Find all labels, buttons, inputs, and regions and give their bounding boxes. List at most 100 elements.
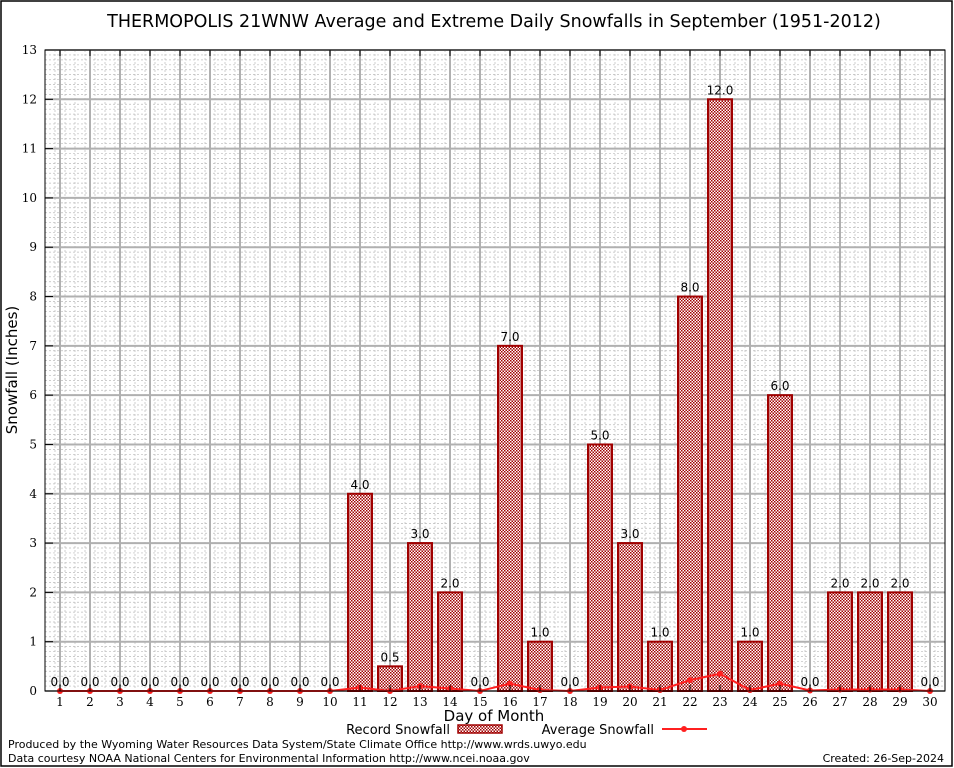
bar-data-label: 0.0 (920, 675, 939, 689)
average-point (687, 677, 693, 684)
y-tick-label: 6 (29, 388, 37, 402)
bar-data-label: 5.0 (590, 428, 609, 442)
bar-data-label: 0.0 (470, 675, 489, 689)
legend-marker-average (681, 726, 687, 732)
x-tick-label: 24 (742, 695, 758, 709)
average-point (717, 670, 723, 677)
x-tick-label: 26 (802, 695, 817, 709)
legend-swatch-record (457, 724, 503, 734)
average-point (507, 680, 513, 687)
x-tick-label: 29 (892, 695, 907, 709)
bar-data-label: 2.0 (860, 576, 879, 590)
bar-record (587, 443, 613, 693)
bar-data-label: 2.0 (890, 576, 909, 590)
y-tick-label: 4 (29, 487, 37, 501)
y-tick-label: 0 (29, 684, 37, 698)
bar-record (617, 542, 643, 692)
legend-label-average: Average Snowfall (542, 723, 654, 738)
x-tick-label: 12 (382, 695, 397, 709)
bar-data-label: 12.0 (707, 83, 734, 97)
bar-data-label: 0.0 (170, 675, 189, 689)
bar-data-label: 7.0 (500, 330, 519, 344)
footer-created: Created: 26-Sep-2024 (823, 752, 944, 765)
x-tick-label: 1 (56, 695, 64, 709)
bar-record (407, 542, 433, 692)
plot-frame (44, 49, 946, 692)
x-tick-label: 20 (622, 695, 637, 709)
x-tick-label: 27 (832, 695, 847, 709)
grid (44, 49, 946, 692)
x-axis-label: Day of Month (444, 707, 545, 725)
y-tick-label: 1 (29, 635, 37, 649)
legend: Record Snowfall Average Snowfall (346, 723, 707, 738)
bar-record (347, 492, 373, 692)
x-tick-label: 14 (442, 695, 458, 709)
footer-courtesy: Data courtesy NOAA National Centers for … (8, 752, 530, 765)
bar-data-label: 1.0 (650, 626, 669, 640)
x-tick-label: 8 (266, 695, 274, 709)
chart-title: THERMOPOLIS 21WNW Average and Extreme Da… (106, 12, 881, 32)
bar-data-label: 0.0 (800, 675, 819, 689)
x-tick-label: 9 (296, 695, 304, 709)
bar-record (707, 98, 733, 693)
bar-data-label: 6.0 (770, 379, 789, 393)
bar-record (497, 344, 523, 692)
bar-data-label: 0.0 (50, 675, 69, 689)
x-tick-label: 28 (862, 695, 877, 709)
bar-record (887, 591, 913, 693)
x-tick-label: 21 (652, 695, 667, 709)
x-tick-label: 22 (682, 695, 697, 709)
y-axis-label: Snowfall (Inches) (3, 306, 21, 434)
x-tick-label: 16 (502, 695, 517, 709)
y-tick-label: 7 (29, 339, 37, 353)
bar-record (437, 591, 463, 693)
y-tick-label: 13 (22, 43, 37, 57)
bar-data-label: 0.5 (380, 650, 399, 664)
x-tick-label: 2 (86, 695, 94, 709)
bar-data-label: 2.0 (830, 576, 849, 590)
bar-data-label: 0.0 (230, 675, 249, 689)
x-tick-label: 13 (412, 695, 427, 709)
bar-data-label: 0.0 (140, 675, 159, 689)
legend-label-record: Record Snowfall (346, 723, 450, 738)
x-tick-label: 18 (562, 695, 577, 709)
y-tick-label: 2 (29, 585, 37, 599)
bar-data-label: 4.0 (350, 478, 369, 492)
bar-record (527, 640, 553, 693)
bar-record (827, 591, 853, 693)
bar-data-label: 0.0 (260, 675, 279, 689)
x-tick-label: 17 (532, 695, 547, 709)
y-tick-label: 11 (22, 142, 37, 156)
bar-data-label: 0.0 (290, 675, 309, 689)
bar-data-label: 0.0 (320, 675, 339, 689)
bar-data-label: 1.0 (740, 626, 759, 640)
bar-record (677, 295, 703, 692)
y-tick-label: 9 (29, 240, 37, 254)
x-tick-label: 25 (772, 695, 787, 709)
bar-data-label: 2.0 (440, 576, 459, 590)
bar-data-label: 3.0 (410, 527, 429, 541)
footer-produced: Produced by the Wyoming Water Resources … (8, 738, 587, 751)
x-tick-label: 30 (922, 695, 937, 709)
bar-record (857, 591, 883, 693)
bar-data-label: 0.0 (560, 675, 579, 689)
x-tick-label: 15 (472, 695, 487, 709)
bar-data-label: 8.0 (680, 281, 699, 295)
x-tick-label: 3 (116, 695, 124, 709)
x-tick-label: 11 (352, 695, 367, 709)
bar-data-label: 0.0 (200, 675, 219, 689)
bar-data-label: 1.0 (530, 626, 549, 640)
x-tick-label: 23 (712, 695, 727, 709)
bar-data-label: 3.0 (620, 527, 639, 541)
x-tick-label: 6 (206, 695, 214, 709)
y-tick-label: 5 (29, 437, 37, 451)
bar-data-label: 0.0 (110, 675, 129, 689)
y-tick-label: 8 (29, 290, 37, 304)
x-tick-label: 19 (592, 695, 607, 709)
average-point (777, 680, 783, 687)
bar-data-label: 0.0 (80, 675, 99, 689)
y-tick-label: 12 (22, 92, 37, 106)
